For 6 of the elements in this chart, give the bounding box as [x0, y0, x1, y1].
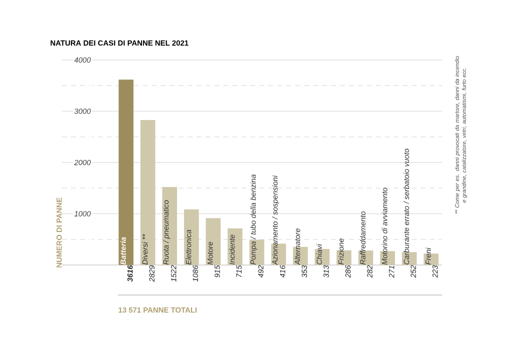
bar [206, 218, 221, 265]
bar [140, 120, 156, 265]
bar [184, 209, 199, 265]
bar [118, 80, 134, 265]
bar [162, 186, 178, 265]
bar [228, 228, 242, 265]
